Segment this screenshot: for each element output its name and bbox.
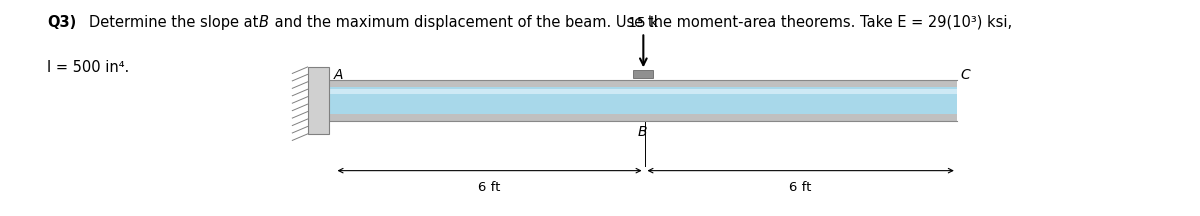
Bar (329, 114, 956, 121)
Bar (307, 67, 329, 134)
Bar (329, 80, 956, 121)
Text: and the maximum displacement of the beam. Use the moment-area theorems. Take E =: and the maximum displacement of the beam… (270, 15, 1012, 30)
Bar (634, 70, 653, 78)
Bar (329, 89, 956, 94)
Text: B: B (637, 125, 647, 139)
Text: 15 k: 15 k (629, 16, 659, 30)
Text: 6 ft: 6 ft (479, 181, 500, 194)
Text: A: A (334, 68, 343, 81)
Text: B: B (258, 15, 269, 30)
Text: Determine the slope at: Determine the slope at (89, 15, 263, 30)
Text: Q3): Q3) (47, 15, 77, 30)
Text: C: C (960, 68, 970, 81)
Text: I = 500 in⁴.: I = 500 in⁴. (47, 60, 130, 75)
Text: 6 ft: 6 ft (790, 181, 812, 194)
Bar (329, 80, 956, 87)
